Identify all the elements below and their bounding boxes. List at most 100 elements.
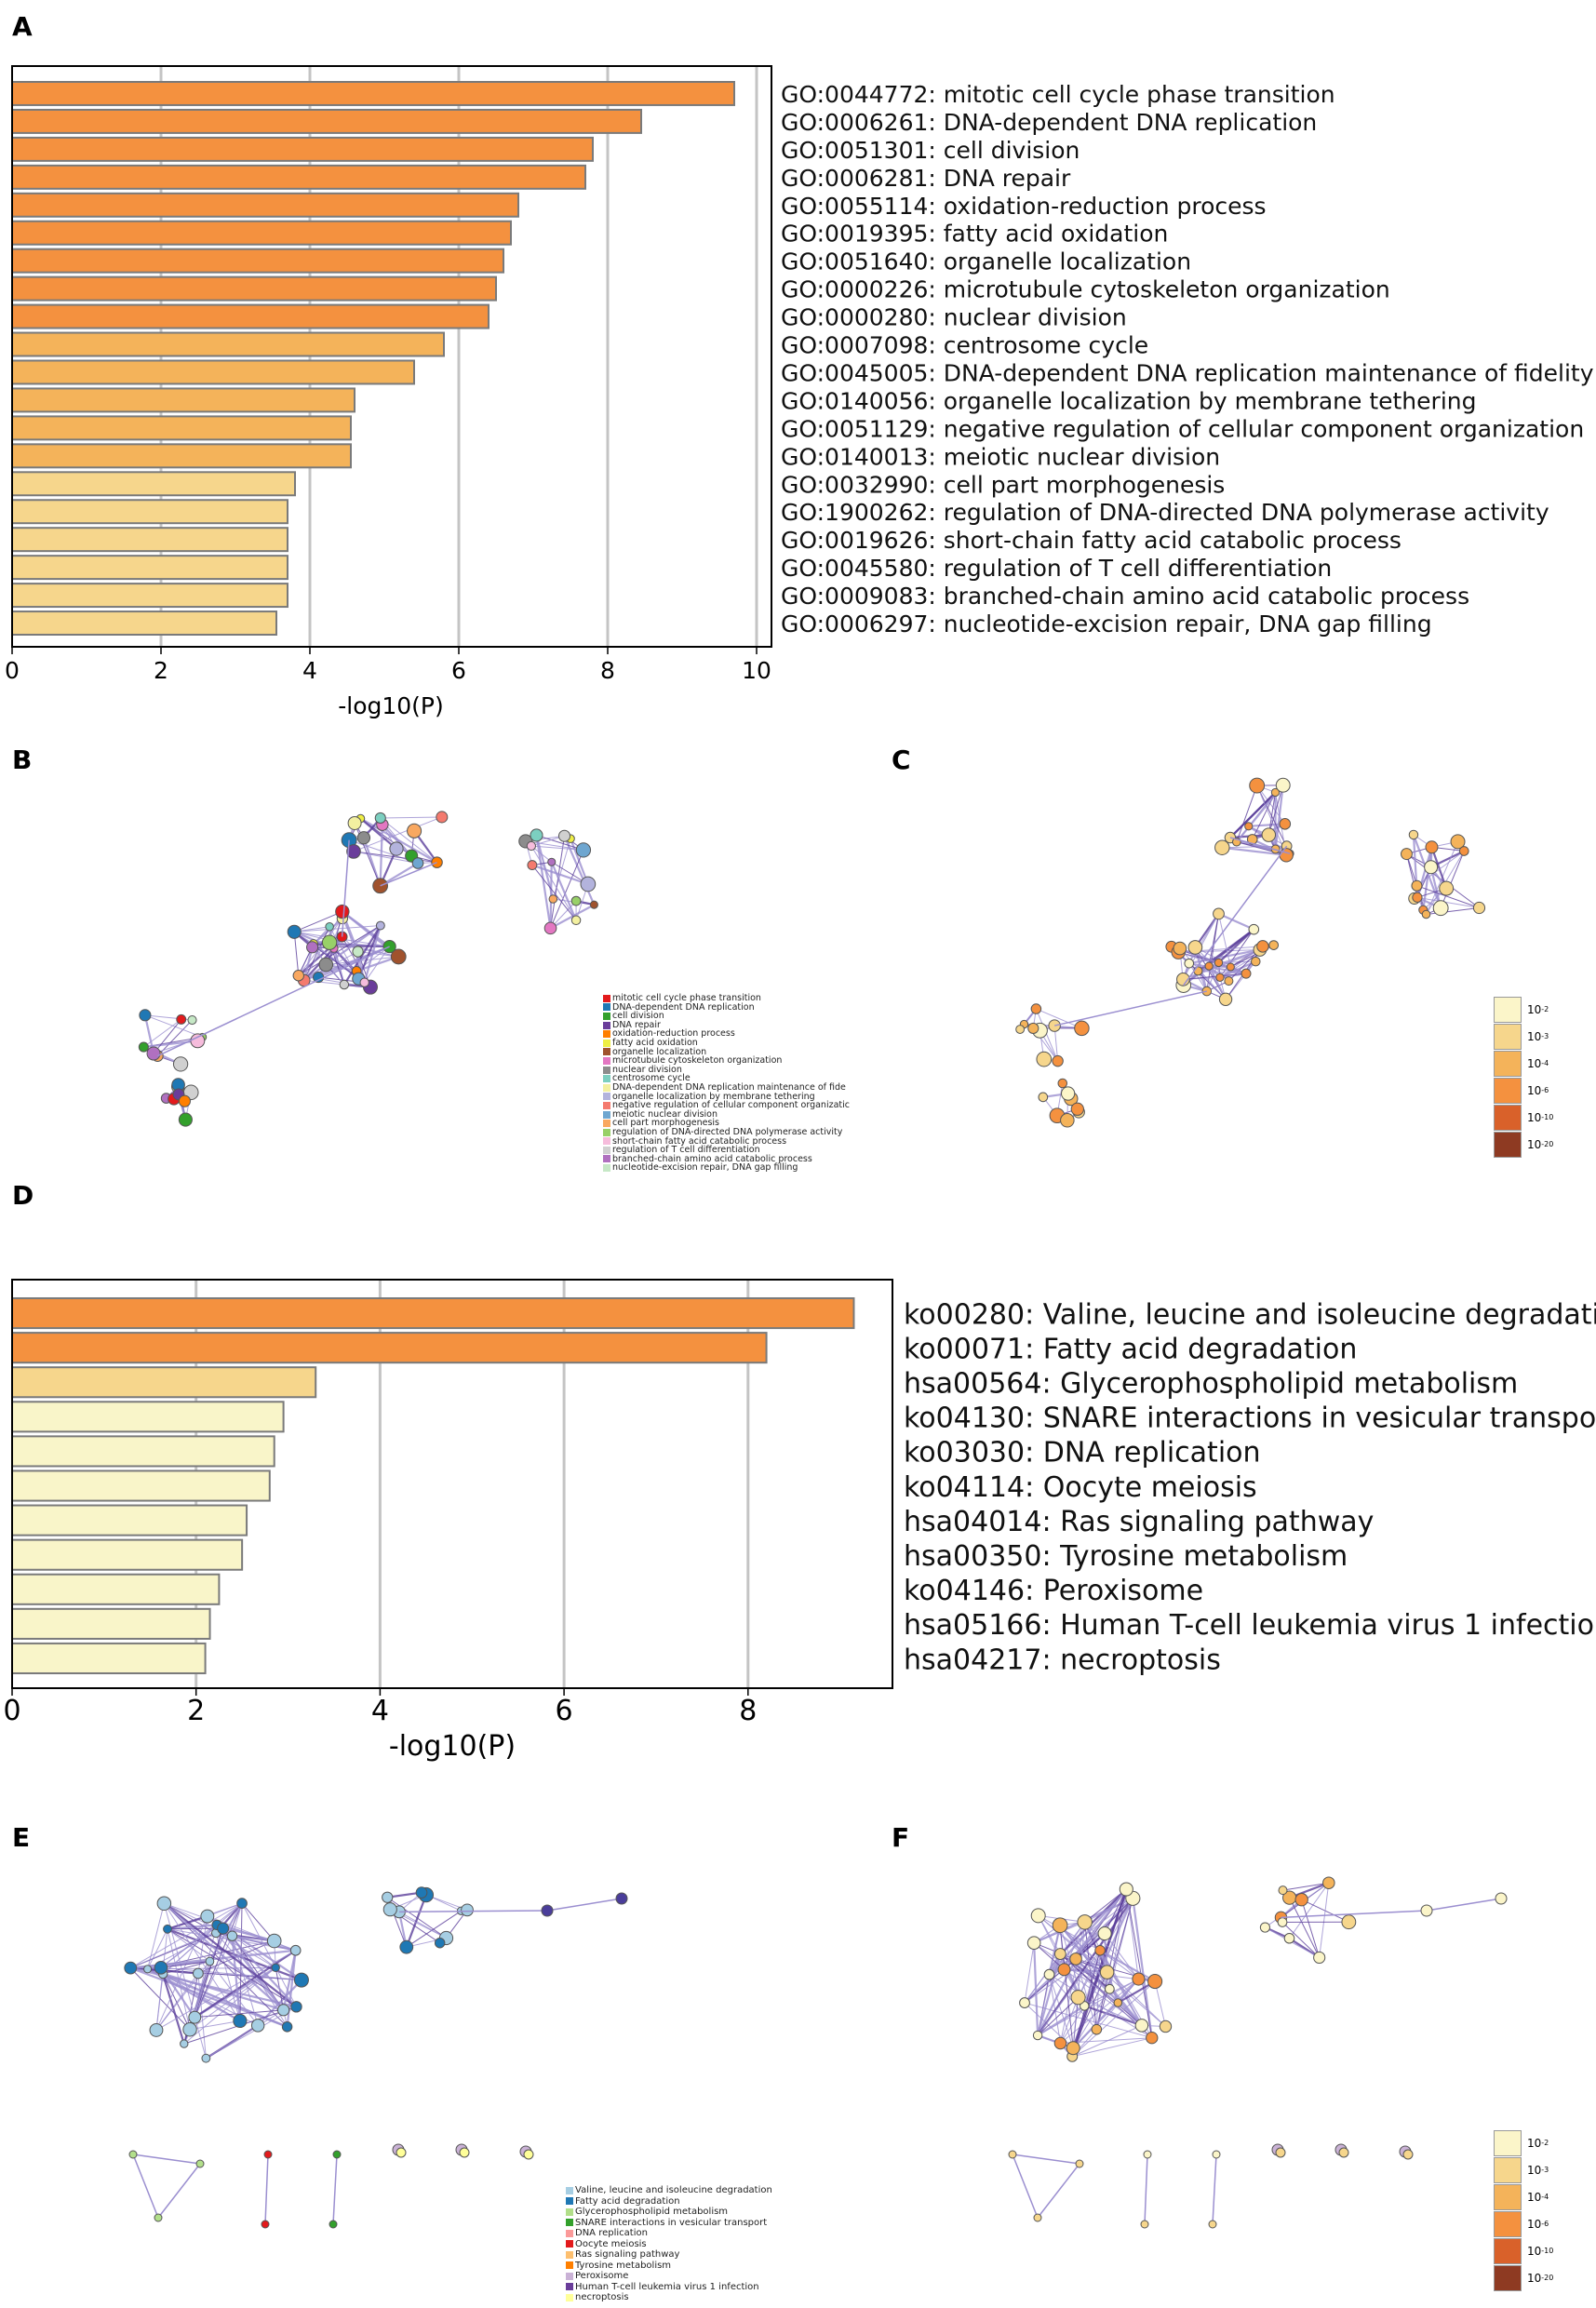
network-node [1248, 923, 1260, 935]
colorbar-base: 10 [1527, 2271, 1542, 2285]
network-edge [153, 1019, 182, 1054]
network-node [1256, 940, 1269, 953]
legend-swatch [603, 1056, 610, 1065]
network-edge [1289, 1882, 1330, 1939]
legend-label: nuclear division [612, 1064, 682, 1075]
network-edge [1132, 1898, 1153, 2038]
network-edge [1012, 2154, 1080, 2165]
legend-label: branched-chain amino acid catabolic proc… [612, 1153, 812, 1164]
bar [11, 415, 352, 441]
network-edge [130, 1966, 297, 2008]
legend-swatch [603, 1083, 610, 1092]
colorbar-exponent: -6 [1541, 1086, 1549, 1094]
bar [11, 443, 352, 469]
network-node [1074, 1020, 1090, 1037]
legend-swatch [603, 1066, 610, 1074]
colorbar-step: 10 -20 [1494, 1131, 1553, 1158]
colorbar-step: 10 -2 [1494, 996, 1553, 1023]
network-edge [298, 925, 382, 976]
network-node [1061, 1086, 1076, 1101]
colorbar-base: 10 [1527, 1083, 1542, 1097]
bar [11, 1332, 768, 1364]
network-node [1193, 966, 1203, 976]
network-node [541, 1904, 554, 1917]
network-edge [1064, 1922, 1086, 1970]
category-label: hsa04014: Ras signaling pathway [904, 1506, 1374, 1538]
category-label: hsa05166: Human T-cell leukemia virus 1 … [904, 1609, 1596, 1642]
network-node [527, 860, 538, 871]
network-node [1208, 2220, 1217, 2229]
network-edge [1218, 913, 1231, 968]
network-edge [209, 1961, 259, 2026]
network-node [1402, 2149, 1414, 2160]
network-node [128, 2150, 138, 2159]
colorbar-step: 10 -6 [1494, 2210, 1553, 2237]
network-edge [550, 836, 566, 929]
bar [11, 499, 288, 525]
network-edge [294, 911, 343, 933]
network-node [190, 1033, 206, 1049]
bar [11, 1297, 855, 1330]
colorbar-swatch [1494, 2129, 1522, 2156]
network-node [193, 1967, 204, 1979]
network-node [1132, 1972, 1146, 1986]
network-edge [405, 1894, 427, 1948]
bar [11, 192, 519, 218]
network-edge [362, 837, 382, 887]
network-node [1421, 909, 1431, 919]
x-tick-label: 2 [154, 657, 168, 684]
network-b-legend: mitotic cell cycle phase transition DNA-d… [603, 994, 850, 1173]
network-node [271, 1963, 280, 1972]
network-edge [530, 845, 577, 921]
legend-label: nucleotide-excision repair, DNA gap fill… [612, 1162, 798, 1174]
colorbar-base: 10 [1527, 1056, 1542, 1070]
legend-label: Ras signaling pathway [575, 2249, 680, 2260]
network-node [1251, 956, 1261, 967]
network-edge [546, 1898, 623, 1912]
legend-label: cell division [612, 1011, 664, 1022]
network-edge [1282, 1882, 1329, 1891]
network-node [261, 2220, 270, 2229]
network-edge [143, 1018, 182, 1048]
network-edge [286, 1950, 297, 2027]
network-edge [189, 2020, 240, 2031]
network-node [1244, 822, 1254, 831]
category-label: GO:0140056: organelle localization by me… [781, 387, 1476, 414]
network-edge [1208, 913, 1219, 967]
network-edge [1035, 1008, 1059, 1062]
network-edge [1416, 851, 1465, 887]
category-label: GO:0032990: cell part morphogenesis [781, 471, 1225, 498]
network-edge [1059, 1888, 1128, 1955]
network-node [321, 934, 338, 950]
network-edge [1038, 1914, 1101, 1952]
network-edge [155, 1950, 296, 2031]
legend-swatch [603, 1048, 610, 1056]
colorbar-base: 10 [1527, 2217, 1542, 2231]
network-node [526, 840, 537, 852]
network-node [407, 823, 422, 839]
network-node [1187, 940, 1203, 955]
network-edge [147, 1967, 284, 2011]
network-node [1212, 2150, 1221, 2159]
network-node [1279, 848, 1294, 863]
legend-label: oxidation-reduction process [612, 1028, 735, 1040]
legend-item: Oocyte meiosis [566, 2239, 772, 2250]
network-node [318, 957, 334, 973]
network-node [346, 844, 361, 859]
network-edge [1078, 1950, 1101, 1998]
network-edge [530, 845, 583, 851]
bar [11, 164, 586, 190]
network-node [205, 1956, 215, 1966]
legend-item: fatty acid oxidation [603, 1039, 850, 1048]
legend-label: negative regulation of cellular componen… [612, 1100, 850, 1111]
network-edge [303, 924, 382, 982]
colorbar-swatch [1494, 1131, 1522, 1158]
network-c [1015, 777, 1486, 1128]
colorbar-swatch [1494, 1050, 1522, 1077]
network-node [266, 1933, 282, 1949]
network-edge [550, 861, 578, 921]
network-edge [264, 2154, 269, 2225]
network-edge [1248, 823, 1285, 827]
network-node [226, 1930, 238, 1941]
network-edge [303, 926, 330, 981]
